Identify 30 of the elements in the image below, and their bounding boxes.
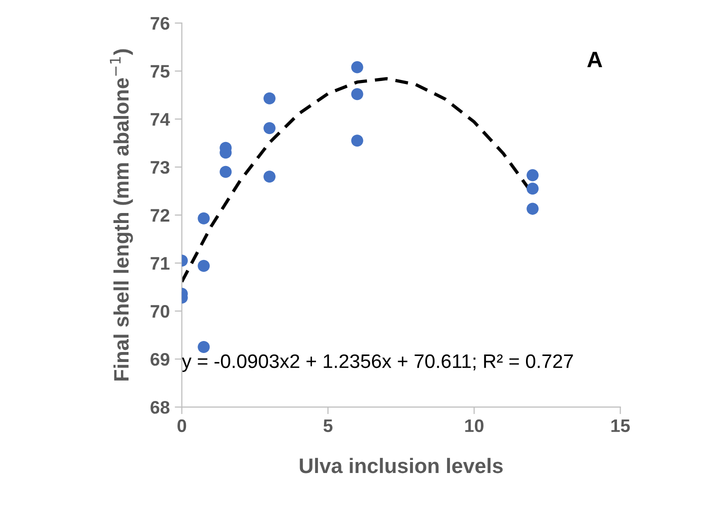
x-tick-label: 0 (178, 419, 186, 432)
point (526, 169, 539, 182)
x-tick-label: 10 (465, 419, 484, 432)
y-tick-label: 74 (150, 113, 170, 126)
point (526, 182, 539, 195)
point (198, 212, 210, 224)
point (351, 88, 364, 100)
y-tick-label: 71 (150, 257, 170, 270)
point (351, 61, 364, 74)
x-tick-label: 15 (611, 420, 630, 432)
point (264, 92, 276, 104)
y-tick-label: 76 (150, 16, 170, 30)
point (526, 202, 539, 215)
y-tick-label: 73 (150, 160, 170, 174)
y-tick-label: 72 (150, 208, 170, 222)
x-tick-label: 5 (324, 420, 332, 432)
y-tick-label: 68 (150, 400, 170, 414)
y-tick-label: 70 (150, 304, 170, 318)
point (264, 122, 276, 134)
y-tick-label: 75 (150, 65, 170, 78)
point (198, 341, 210, 354)
point (198, 260, 210, 272)
annotation: A (587, 52, 602, 68)
x-axis-title: Ulva inclusion levels (300, 458, 503, 474)
point (264, 170, 276, 183)
y-axis-title: Final shell length (mm abalone$^{−1}$) (110, 49, 133, 381)
point (220, 166, 232, 178)
point (351, 134, 364, 147)
y-tick-label: 69 (150, 352, 170, 366)
annotation: y = -0.0903x2 + 1.2356x + 70.611; R² = 0.727 (182, 354, 573, 372)
